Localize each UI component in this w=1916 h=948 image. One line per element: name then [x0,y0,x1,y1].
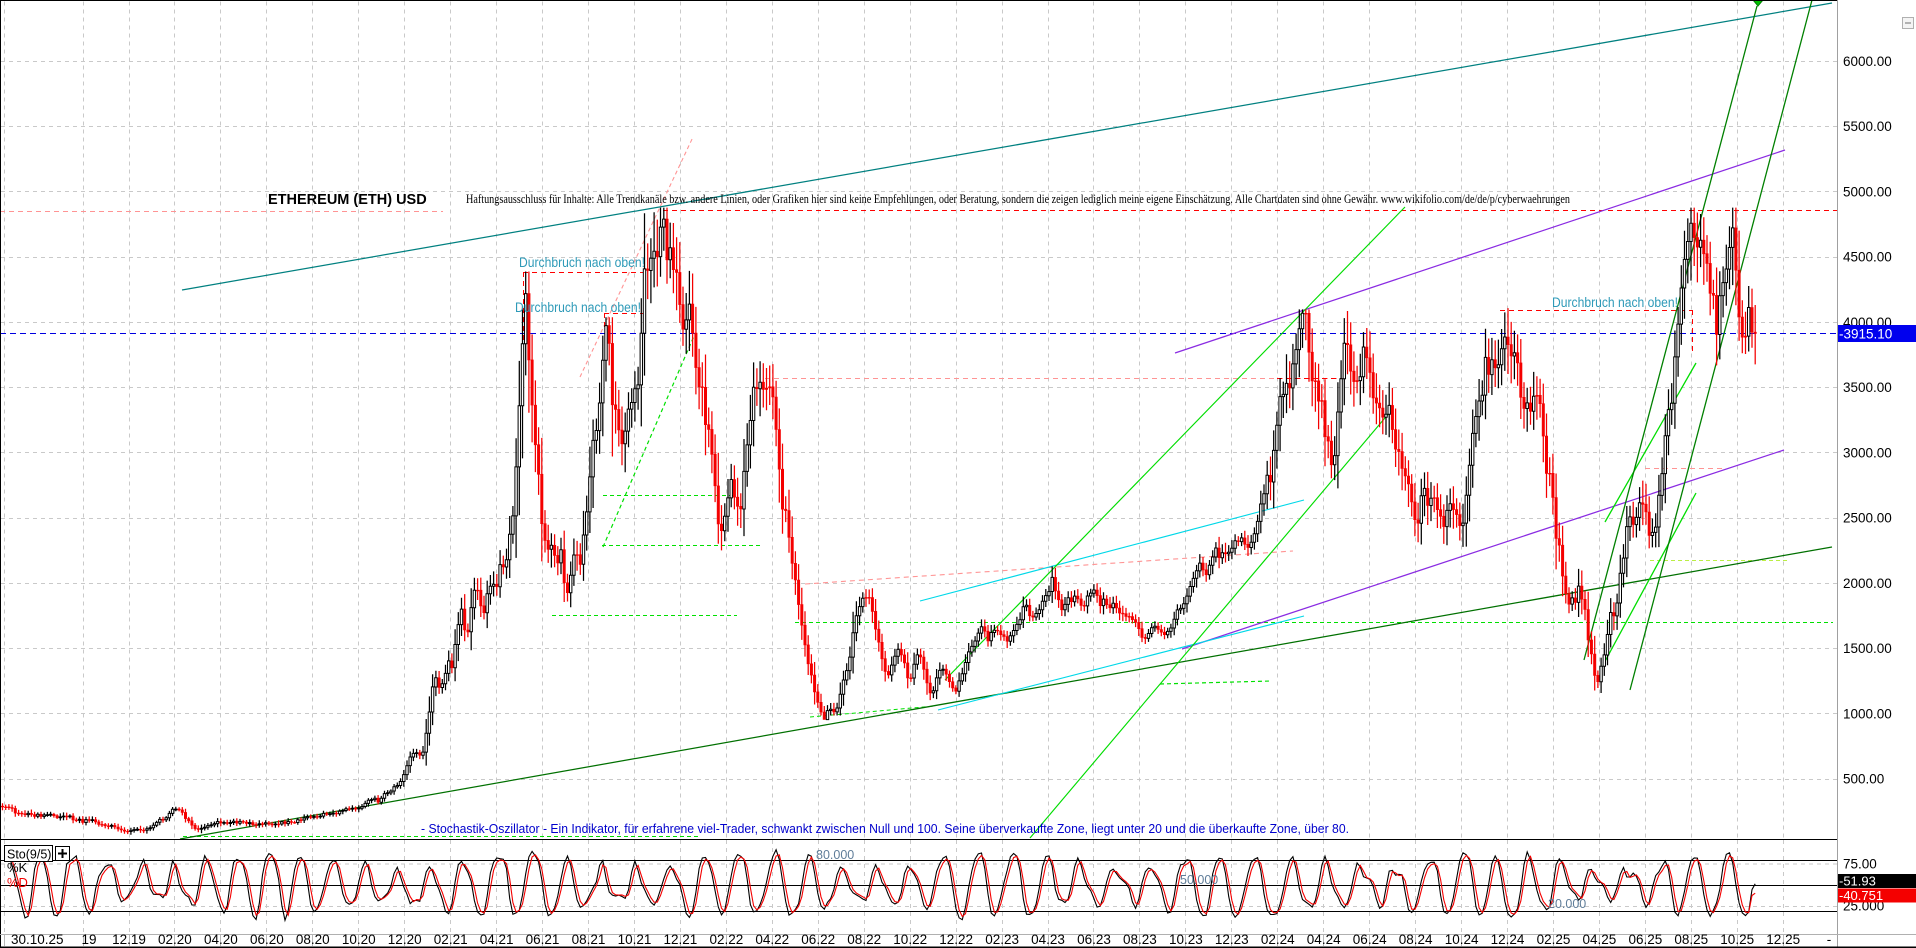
svg-text:12.25: 12.25 [1766,932,1800,947]
svg-text:02.20: 02.20 [158,932,192,947]
svg-text:06.23: 06.23 [1077,932,1111,947]
svg-text:-3915.10: -3915.10 [1839,327,1892,342]
svg-text:Durchbruch nach oben!: Durchbruch nach oben! [1552,295,1678,310]
svg-text:06.22: 06.22 [801,932,835,947]
svg-text:06.24: 06.24 [1353,932,1387,947]
svg-text:1000.00: 1000.00 [1843,706,1892,721]
svg-text:02.23: 02.23 [985,932,1019,947]
svg-text:12.20: 12.20 [388,932,422,947]
svg-text:Haftungsausschluss für Inhalte: Haftungsausschluss für Inhalte: Alle Tre… [466,192,1571,206]
svg-text:6000.00: 6000.00 [1843,54,1892,69]
svg-text:08.22: 08.22 [847,932,881,947]
svg-text:08.24: 08.24 [1399,932,1433,947]
svg-text:-40.751: -40.751 [1839,888,1883,903]
svg-text:10.25: 10.25 [1720,932,1754,947]
svg-text:12.21: 12.21 [664,932,698,947]
svg-text:10.24: 10.24 [1445,932,1479,947]
svg-text:08.21: 08.21 [572,932,606,947]
svg-text:500.00: 500.00 [1843,772,1884,787]
svg-text:5000.00: 5000.00 [1843,184,1892,199]
svg-text:02.21: 02.21 [434,932,468,947]
svg-text:5500.00: 5500.00 [1843,119,1892,134]
svg-text:04.24: 04.24 [1307,932,1341,947]
svg-text:08.20: 08.20 [296,932,330,947]
svg-text:12.22: 12.22 [939,932,973,947]
svg-text:2000.00: 2000.00 [1843,576,1892,591]
svg-text:4500.00: 4500.00 [1843,250,1892,265]
svg-text:Durchbruch nach oben!: Durchbruch nach oben! [519,255,645,270]
svg-text:10.20: 10.20 [342,932,376,947]
svg-text:08.25: 08.25 [1674,932,1708,947]
svg-text:Durchbruch nach oben!: Durchbruch nach oben! [515,300,641,315]
svg-text:04.21: 04.21 [480,932,514,947]
svg-text:06.25: 06.25 [1629,932,1663,947]
svg-text:02.24: 02.24 [1261,932,1295,947]
svg-text:3500.00: 3500.00 [1843,380,1892,395]
svg-text:30.10.25: 30.10.25 [11,932,64,947]
svg-text:3000.00: 3000.00 [1843,445,1892,460]
svg-text:2500.00: 2500.00 [1843,511,1892,526]
svg-text:12.24: 12.24 [1491,932,1525,947]
svg-text:04.23: 04.23 [1031,932,1065,947]
svg-text:06.21: 06.21 [526,932,560,947]
svg-text:04.20: 04.20 [204,932,238,947]
svg-text:12.23: 12.23 [1215,932,1249,947]
svg-text:02.25: 02.25 [1537,932,1571,947]
svg-text:19: 19 [81,932,96,947]
svg-text:10.22: 10.22 [893,932,927,947]
svg-text:12.19: 12.19 [112,932,146,947]
svg-text:%K: %K [7,860,28,875]
svg-text:06.20: 06.20 [250,932,284,947]
svg-text:10.23: 10.23 [1169,932,1203,947]
svg-text:75.00: 75.00 [1843,857,1877,872]
svg-text:1500.00: 1500.00 [1843,641,1892,656]
svg-text:Sto(9/5): Sto(9/5) [7,848,51,862]
svg-text:ETHEREUM (ETH) USD: ETHEREUM (ETH) USD [268,192,427,208]
svg-text:- Stochastik-Oszillator - Ein: - Stochastik-Oszillator - Ein Indikator,… [421,821,1349,836]
svg-text:-: - [1827,932,1832,947]
svg-text:04.22: 04.22 [755,932,789,947]
svg-text:50.000: 50.000 [1180,873,1218,887]
svg-text:20.000: 20.000 [1548,897,1586,911]
svg-text:08.23: 08.23 [1123,932,1157,947]
svg-text:04.25: 04.25 [1583,932,1617,947]
svg-text:%D: %D [7,875,28,890]
svg-text:-51.93: -51.93 [1839,874,1876,889]
svg-text:02.22: 02.22 [710,932,744,947]
svg-text:10.21: 10.21 [618,932,652,947]
svg-text:80.000: 80.000 [816,848,854,862]
